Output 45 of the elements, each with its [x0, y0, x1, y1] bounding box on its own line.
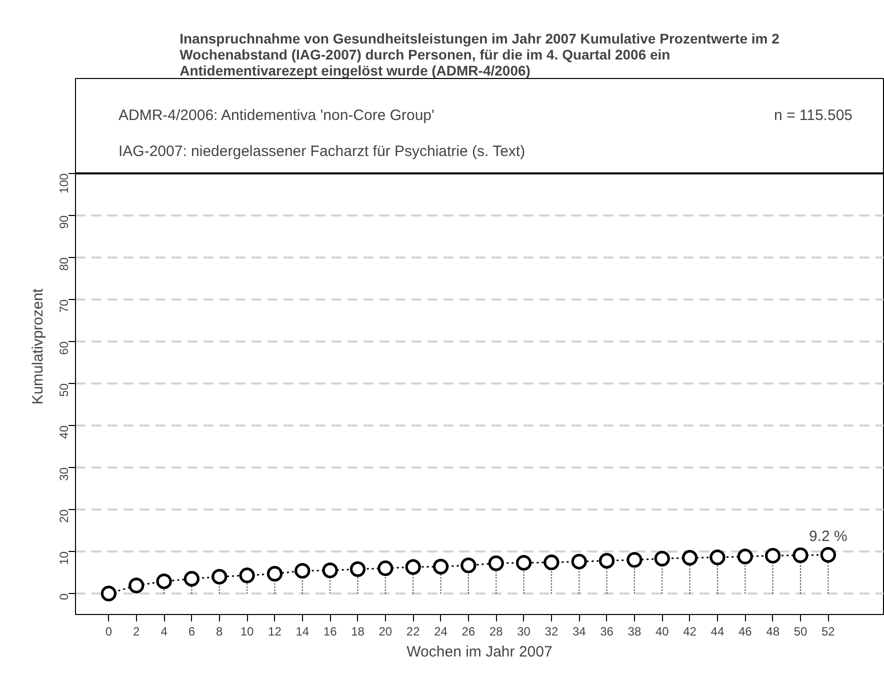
x-tick-label: 4 [160, 624, 168, 638]
chart-title: Inanspruchnahme von Gesundheitsleistungen im Jahr 2007 Kumulative Prozentwerte im 2 Wochenabstand (IAG-2007) durch Personen, für die im 4. Quartal 2006 ein Antidementivarezept eingelöst wurde (ADMR-4/2006) [180, 30, 780, 78]
y-tick-label: 20 [57, 509, 71, 523]
y-tick-label: 10 [57, 551, 71, 565]
annotation: IAG-2007: niedergelassener Facharzt für Psychiatrie (s. Text) [118, 143, 526, 160]
x-tick-label: 14 [296, 624, 310, 638]
x-tick-label: 30 [517, 624, 531, 638]
x-tick-label: 0 [105, 624, 112, 638]
x-tick-label: 38 [628, 624, 642, 638]
y-tick-label: 30 [57, 467, 71, 481]
x-tick-label: 46 [738, 624, 752, 638]
x-tick-label: 42 [683, 624, 697, 638]
x-tick-label: 10 [240, 624, 254, 638]
y-tick-label: 100 [57, 173, 71, 194]
y-axis-title: Kumulativprozent [30, 288, 46, 404]
annotation: ADMR-4/2006: Antidementiva 'non-Core Group' [118, 107, 435, 124]
x-tick-label: 20 [378, 624, 392, 638]
x-tick-label: 50 [794, 624, 808, 638]
x-tick-label: 18 [351, 624, 365, 638]
annotation: n = 115.505 [774, 107, 852, 124]
y-tick-label: 80 [57, 257, 71, 271]
y-tick-label: 90 [57, 215, 71, 229]
x-tick-label: 22 [406, 624, 420, 638]
y-tick-label: 60 [57, 341, 71, 355]
y-tick-label: 0 [57, 593, 71, 600]
x-tick-label: 48 [766, 624, 780, 638]
x-tick-label: 36 [600, 624, 614, 638]
x-tick-label: 26 [462, 624, 476, 638]
x-axis-title: Wochen im Jahr 2007 [406, 644, 552, 660]
x-tick-label: 6 [188, 624, 196, 638]
x-tick-label: 2 [133, 624, 140, 638]
y-tick-label: 50 [57, 383, 71, 397]
x-tick-label: 44 [710, 624, 724, 638]
annotation: 9.2 % [808, 528, 848, 545]
y-tick-label: 70 [57, 299, 71, 313]
x-tick-label: 28 [489, 624, 504, 638]
x-tick-label: 52 [821, 624, 836, 638]
x-tick-label: 24 [434, 624, 448, 638]
x-tick-label: 12 [268, 624, 282, 638]
x-tick-label: 16 [323, 624, 338, 638]
x-tick-label: 8 [216, 624, 224, 638]
y-tick-label: 40 [57, 425, 71, 439]
x-tick-label: 40 [655, 624, 670, 638]
x-tick-label: 32 [544, 624, 558, 638]
x-tick-label: 34 [572, 624, 586, 638]
